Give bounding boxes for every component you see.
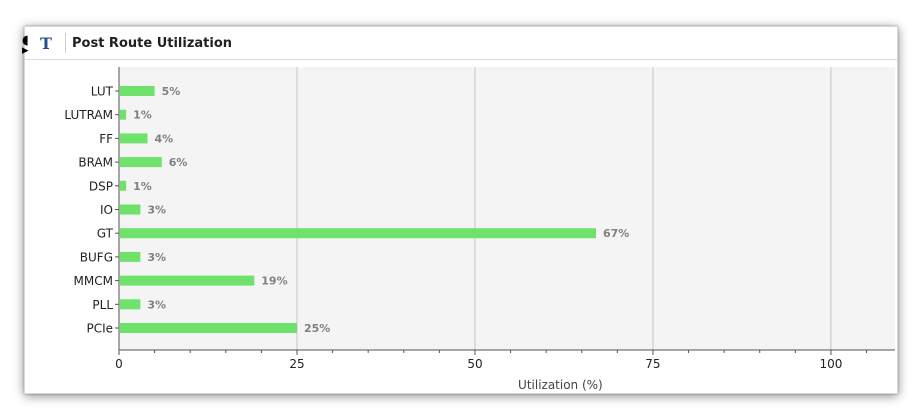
value-label: 67% [603, 227, 629, 240]
category-label: BUFG [80, 250, 113, 264]
category-label: DSP [89, 179, 113, 193]
category-label: GT [97, 227, 114, 241]
x-axis-label: Utilization (%) [518, 378, 603, 392]
category-label: LUT [91, 85, 114, 99]
bar[interactable] [120, 228, 596, 239]
bar[interactable] [120, 86, 155, 96]
plot-area [119, 67, 895, 350]
x-tick-label: 75 [645, 357, 660, 371]
header-separator [65, 33, 66, 53]
category-label: PLL [92, 298, 113, 312]
value-label: 5% [162, 85, 181, 98]
panel-header: T Post Route Utilization [25, 27, 897, 60]
category-label: BRAM [78, 156, 113, 170]
bar[interactable] [120, 299, 141, 310]
value-label: 3% [147, 298, 166, 311]
bar[interactable] [120, 180, 127, 191]
value-label: 1% [133, 109, 152, 122]
value-label: 1% [133, 180, 152, 193]
value-label: 19% [261, 275, 287, 288]
value-label: 4% [154, 132, 173, 145]
value-label: 6% [169, 156, 188, 169]
window-edge-marker: ◖ ▸ [22, 33, 29, 58]
x-tick-label: 25 [289, 357, 304, 371]
bar[interactable] [120, 275, 255, 286]
bar[interactable] [120, 251, 141, 262]
category-label: IO [100, 203, 113, 217]
value-label: 25% [304, 322, 330, 335]
x-tick-label: 100 [819, 357, 842, 371]
bar[interactable] [120, 109, 127, 120]
value-label: 3% [147, 204, 166, 217]
category-label: MMCM [74, 274, 113, 288]
bar[interactable] [120, 133, 148, 144]
bar[interactable] [120, 323, 297, 333]
panel-title: Post Route Utilization [72, 35, 233, 51]
x-tick-label: 0 [115, 357, 123, 371]
bar[interactable] [120, 157, 162, 168]
bar[interactable] [120, 204, 141, 215]
x-tick-label: 50 [467, 357, 482, 371]
category-label: PCIe [86, 322, 113, 336]
category-label: FF [99, 132, 113, 146]
value-label: 3% [147, 251, 166, 264]
table-report-icon[interactable]: T [40, 33, 52, 53]
category-label: LUTRAM [64, 108, 113, 122]
